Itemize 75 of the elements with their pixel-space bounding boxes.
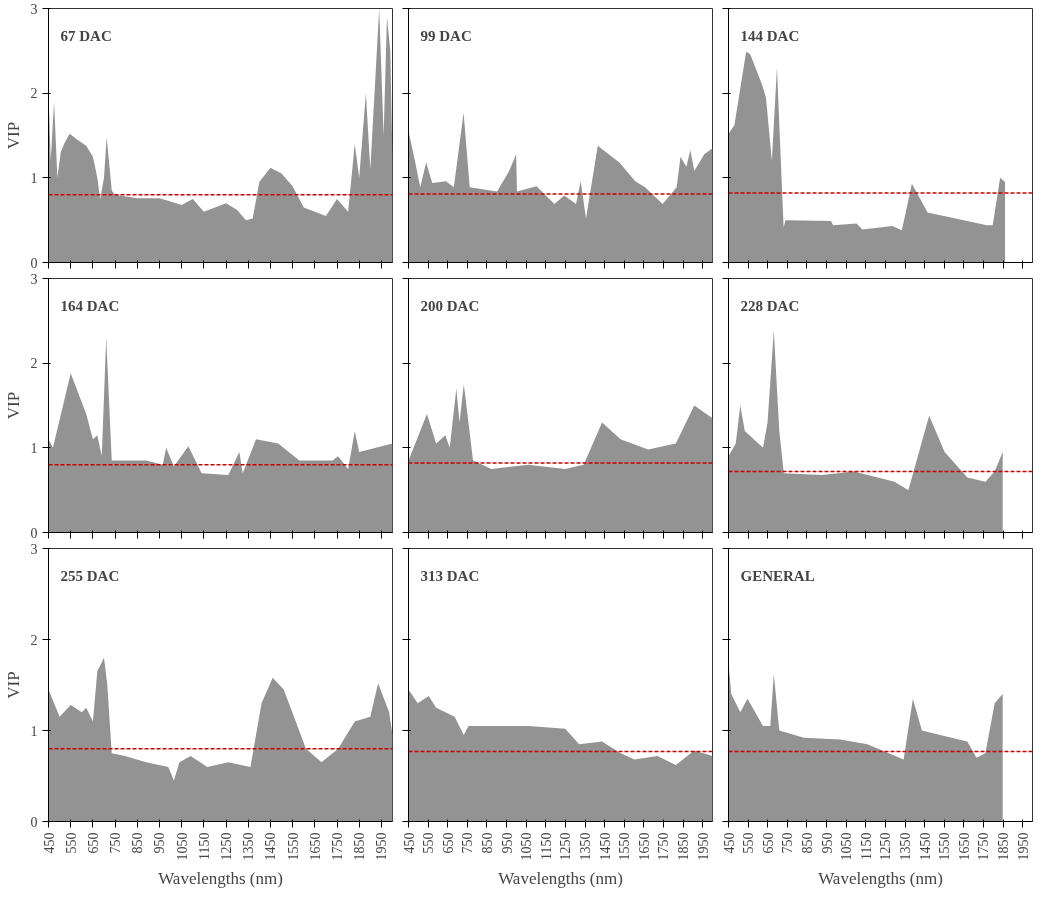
y-axis-title: VIP — [3, 121, 23, 150]
x-axis-title: Wavelengths (nm) — [498, 868, 623, 888]
x-tick-label: 450 — [41, 832, 57, 854]
x-tick-label: 1850 — [352, 832, 368, 861]
x-tick-label: 1050 — [519, 832, 535, 861]
x-tick-label: 1550 — [285, 832, 301, 861]
x-tick-label: 1350 — [898, 832, 914, 861]
text: 313 DAC — [420, 567, 480, 584]
text: 228 DAC — [740, 297, 800, 314]
x-tick-label: 650 — [85, 832, 101, 854]
text: GENERAL — [740, 567, 815, 584]
y-tick-label: 3 — [30, 541, 38, 557]
x-tick-label: 1750 — [656, 832, 672, 861]
x-tick-label: 1050 — [839, 832, 855, 861]
y-tick-label: 2 — [30, 356, 38, 372]
x-tick-label: 450 — [721, 832, 737, 854]
text: 99 DAC — [420, 27, 472, 44]
x-tick-label: 750 — [460, 832, 476, 854]
x-tick-label: 550 — [421, 832, 437, 854]
x-tick-label: 950 — [152, 832, 168, 854]
x-axis-title: Wavelengths (nm) — [818, 868, 943, 888]
x-tick-label: 650 — [760, 832, 776, 854]
x-tick-label: 1250 — [219, 832, 235, 861]
text: 67 DAC — [60, 27, 112, 44]
y-tick-label: 3 — [30, 271, 38, 287]
x-tick-label: 750 — [780, 832, 796, 854]
x-tick-label: 850 — [130, 832, 146, 854]
x-tick-label: 1950 — [1015, 832, 1031, 861]
x-tick-label: 1350 — [578, 832, 594, 861]
y-tick-label: 0 — [30, 255, 38, 271]
x-tick-label: 550 — [741, 832, 757, 854]
y-tick-label: 1 — [30, 170, 38, 186]
x-tick-label: 1550 — [937, 832, 953, 861]
y-tick-label: 1 — [30, 440, 38, 456]
x-axis-title: Wavelengths (nm) — [158, 868, 283, 888]
y-axis-title: VIP — [3, 391, 23, 420]
x-tick-label: 1750 — [976, 832, 992, 861]
x-tick-label: 450 — [401, 832, 417, 854]
x-tick-label: 750 — [108, 832, 124, 854]
y-tick-label: 3 — [30, 1, 38, 17]
x-tick-label: 1950 — [695, 832, 711, 861]
x-tick-label: 1650 — [636, 832, 652, 861]
x-tick-label: 950 — [499, 832, 515, 854]
y-tick-label: 0 — [30, 814, 38, 830]
text: 144 DAC — [740, 27, 800, 44]
x-tick-label: 950 — [819, 832, 835, 854]
x-tick-label: 1850 — [996, 832, 1012, 861]
x-tick-label: 1650 — [307, 832, 323, 861]
x-tick-label: 1450 — [917, 832, 933, 861]
x-tick-label: 1550 — [617, 832, 633, 861]
x-tick-label: 1250 — [558, 832, 574, 861]
x-tick-label: 1150 — [196, 832, 212, 860]
x-tick-label: 650 — [440, 832, 456, 854]
x-tick-label: 850 — [479, 832, 495, 854]
text: 200 DAC — [420, 297, 480, 314]
x-tick-label: 1650 — [956, 832, 972, 861]
x-tick-label: 1050 — [174, 832, 190, 861]
x-tick-label: 1150 — [538, 832, 554, 860]
y-tick-label: 2 — [30, 632, 38, 648]
x-tick-label: 1750 — [330, 832, 346, 861]
x-tick-label: 1850 — [676, 832, 692, 861]
y-tick-label: 1 — [30, 723, 38, 739]
x-tick-label: 1350 — [241, 832, 257, 861]
x-tick-label: 1150 — [858, 832, 874, 860]
x-tick-label: 850 — [799, 832, 815, 854]
y-tick-label: 0 — [30, 525, 38, 541]
x-tick-label: 550 — [63, 832, 79, 854]
y-axis-title: VIP — [3, 671, 23, 699]
text: 164 DAC — [60, 297, 120, 314]
x-tick-label: 1250 — [878, 832, 894, 861]
x-tick-label: 1450 — [597, 832, 613, 861]
y-tick-label: 2 — [30, 86, 38, 102]
x-tick-label: 1450 — [263, 832, 279, 861]
x-tick-label: 1950 — [374, 832, 390, 861]
text: 255 DAC — [60, 567, 120, 584]
